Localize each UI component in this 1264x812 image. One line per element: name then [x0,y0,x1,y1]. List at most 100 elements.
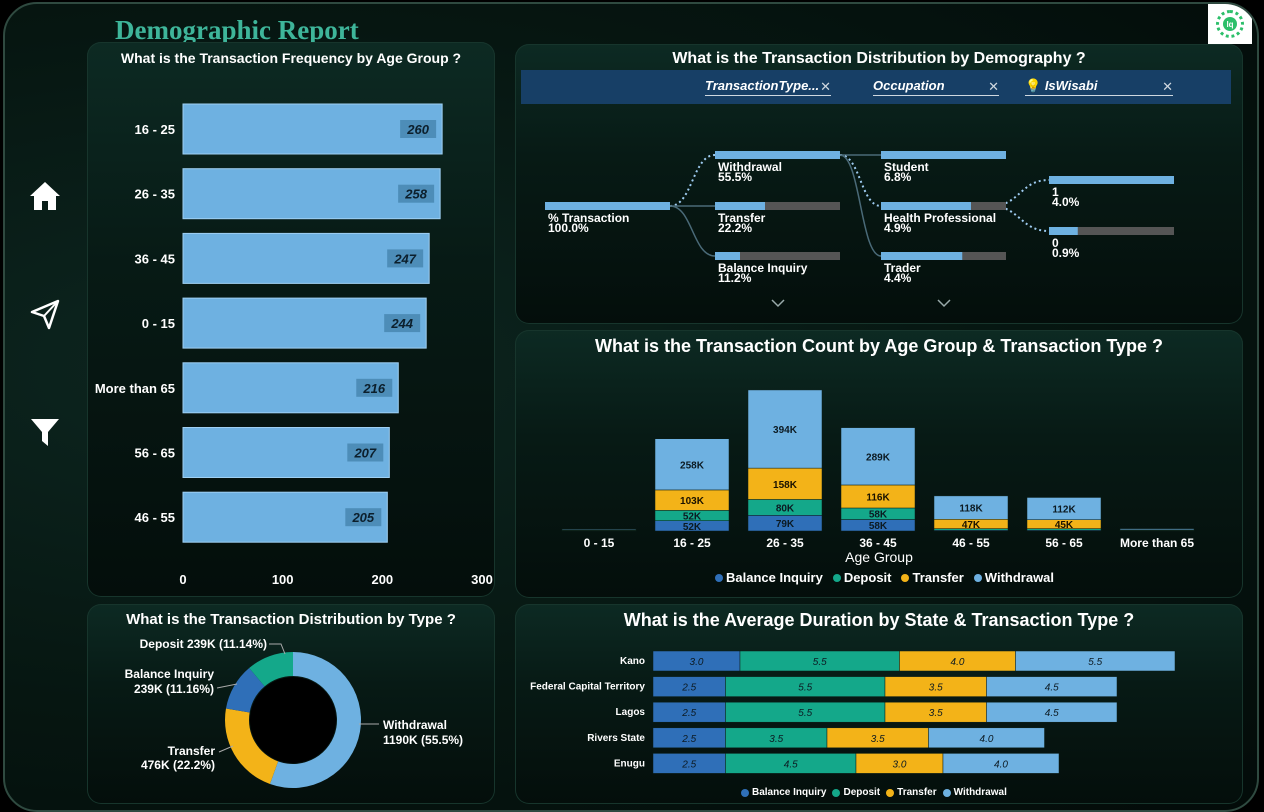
duration-legend: Balance Inquiry Deposit Transfer Withdra… [741,787,1007,798]
donut-slice [225,668,265,713]
legend-item[interactable]: Transfer [886,787,937,798]
field-label: IsWisabi [1044,78,1098,93]
bar [182,168,441,220]
bar [182,103,443,155]
data-label: 80K [776,503,795,514]
field-label: Occupation [873,78,945,93]
page-title: Demographic Report [115,15,359,45]
data-label-box [387,249,424,268]
occupation-node-label: Student [884,160,929,174]
data-label: 58K [869,510,888,521]
slice-label: Withdrawal [383,718,447,732]
send-icon[interactable] [27,296,63,332]
legend-item[interactable]: Balance Inquiry [741,787,826,798]
iswisabi-node-bar [1049,176,1174,184]
bar-segment [561,528,637,531]
decomposition-header: TransactionType... ✕ Occupation ✕ 💡 IsWisa… [521,70,1231,104]
occupation-node-bar [881,202,971,210]
occupation-node-bar [881,151,1006,159]
category-label: Lagos [616,707,646,718]
tick-label: 200 [371,572,393,587]
data-label: 4.5 [1045,683,1059,694]
data-label: 4.5 [784,759,798,770]
close-icon[interactable]: ✕ [1162,79,1173,94]
legend-item[interactable]: Withdrawal [942,787,1007,798]
legend-item[interactable]: Deposit [832,787,880,798]
data-label: 2.5 [681,708,696,719]
bar-segment [986,676,1118,697]
data-label: 4.0 [994,759,1008,770]
close-icon[interactable]: ✕ [820,79,831,94]
data-label: 116K [866,492,890,503]
category-label: Rivers State [587,733,645,744]
data-label: 207 [353,446,376,461]
bar-segment [840,427,916,486]
legend-item[interactable]: Transfer [901,570,964,585]
data-label: 4.0 [980,734,994,745]
type-node-bar [715,202,765,210]
type-node-label: Withdrawal [718,160,782,174]
data-label: 394K [773,425,798,436]
iswisabi-node-bar [1049,227,1078,235]
data-label: 3.5 [929,708,943,719]
legend-item[interactable]: Deposit [832,570,891,585]
iswisabi-node-label: 1 [1052,185,1059,199]
data-label: 3.0 [893,759,907,770]
category-label: 36 - 45 [859,536,897,550]
data-label: 5.5 [798,708,812,719]
legend-item[interactable]: Balance Inquiry [715,570,823,585]
data-label: 4.0 [951,657,965,668]
data-label: 45K [1055,520,1074,531]
tick-label: 0 [179,572,186,587]
data-label: 118K [959,504,983,515]
data-label: 244 [390,316,413,331]
home-icon[interactable] [27,178,63,214]
data-label: 3.5 [929,683,943,694]
slice-label: 239K (11.16%) [134,682,214,696]
data-label: 216 [362,381,385,396]
type-node-value: 22.2% [718,221,752,235]
duration-panel: What is the Average Duration by State & … [515,604,1243,804]
close-icon[interactable]: ✕ [988,79,999,94]
data-label: 2.5 [681,683,696,694]
category-label: 46 - 55 [952,536,990,550]
category-label: 0 - 15 [142,316,175,331]
legend-item[interactable]: Withdrawal [973,570,1054,585]
logo-mark: lq [1223,17,1237,31]
category-label: More than 65 [1120,536,1194,550]
data-label: 79K [776,519,795,530]
filter-icon[interactable] [27,414,63,450]
data-label: 5.5 [813,657,827,668]
occupation-node-value: 6.8% [884,170,912,184]
field-iswisabi[interactable]: 💡 IsWisabi ✕ [1025,78,1173,96]
age-frequency-chart: 16 - 25 260 26 - 35 258 36 - 45 247 0 - 15 244 M… [95,103,493,587]
type-node-track [715,252,840,260]
occupation-node-label: Health Professional [884,211,996,225]
decomposition-panel: What is the Transaction Distribution by … [515,44,1243,324]
type-node-label: Transfer [718,211,766,225]
category-label: 36 - 45 [135,251,175,266]
slice-label: Deposit 239K (11.14%) [140,637,267,651]
field-transaction-type[interactable]: TransactionType... ✕ [705,78,831,96]
donut-slice [249,652,293,687]
leader-line [218,745,234,753]
occupation-node-value: 4.4% [884,271,912,285]
chevron-down-icon [771,299,785,308]
bar-segment [1119,528,1195,531]
data-label-box [356,378,393,397]
bar-segment [933,495,1009,520]
slice-label: 1190K (55.5%) [383,733,463,747]
chevron-down-icon [937,299,951,308]
axis-label: Age Group [845,549,913,565]
age-frequency-title: What is the Transaction Frequency by Age… [120,50,462,66]
donut-slice [269,652,361,788]
age-type-title: What is the Transaction Count by Age Gro… [594,336,1164,356]
data-label: 103K [680,496,705,507]
data-label: 5.5 [1088,657,1102,668]
slice-label: 476K (22.2%) [141,758,215,772]
data-label: 258 [404,187,427,202]
field-occupation[interactable]: Occupation ✕ [873,78,999,96]
data-label: 3.5 [871,734,885,745]
